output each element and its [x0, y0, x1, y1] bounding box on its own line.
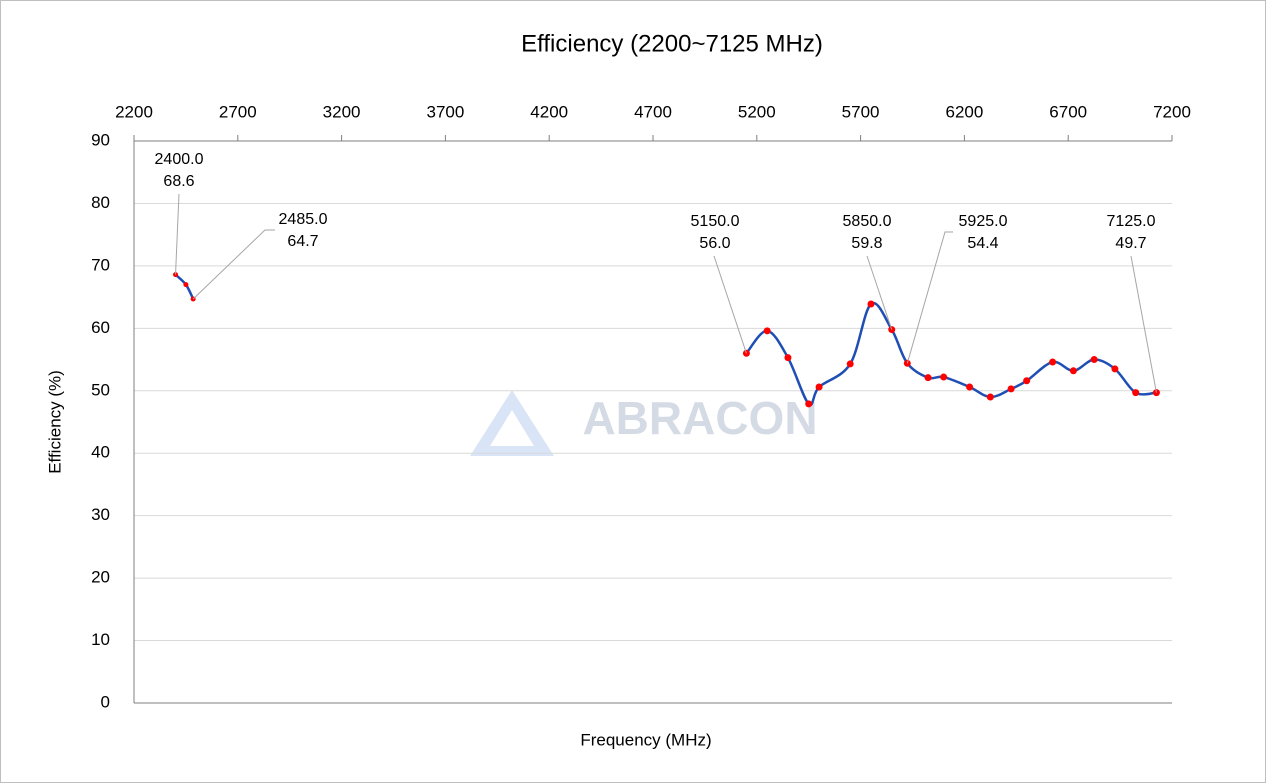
marker [1023, 377, 1031, 385]
x-tick-label: 3200 [323, 102, 361, 121]
data-label-x: 5150.0 [691, 213, 740, 230]
marker [966, 383, 974, 391]
y-tick-label: 50 [91, 380, 110, 399]
data-label-x: 7125.0 [1107, 213, 1156, 230]
marker [986, 393, 994, 401]
y-tick-label: 40 [91, 443, 110, 462]
data-label-x: 5850.0 [843, 213, 892, 230]
x-tick-label: 4200 [530, 102, 568, 121]
x-tick-label: 7200 [1153, 102, 1191, 121]
y-tick-label: 30 [91, 505, 110, 524]
marker [940, 373, 948, 381]
x-axis-title: Frequency (MHz) [580, 730, 711, 749]
data-label-value: 56.0 [699, 235, 730, 252]
y-tick-label: 20 [91, 568, 110, 587]
x-tick-label: 3700 [426, 102, 464, 121]
marker [805, 400, 813, 408]
chart-title: Efficiency (2200~7125 MHz) [521, 30, 823, 57]
y-tick-label: 10 [91, 630, 110, 649]
y-tick-label: 0 [101, 692, 110, 711]
marker [1049, 358, 1057, 366]
x-tick-label: 2700 [219, 102, 257, 121]
y-tick-label: 60 [91, 318, 110, 337]
marker [867, 300, 875, 308]
y-tick-label: 70 [91, 255, 110, 274]
y-axis-title: Efficiency (%) [45, 370, 64, 474]
marker [924, 374, 932, 382]
x-tick-label: 5200 [738, 102, 776, 121]
label-leader [192, 229, 275, 300]
watermark-logo [470, 390, 554, 456]
data-label-value: 68.6 [163, 173, 194, 190]
marker [763, 327, 771, 335]
marker [1007, 385, 1015, 393]
data-label-x: 2400.0 [155, 151, 204, 168]
marker [1090, 356, 1098, 364]
y-tick-label: 80 [91, 193, 110, 212]
x-tick-label: 2200 [115, 102, 153, 121]
label-leader [713, 255, 747, 354]
marker [1111, 365, 1119, 373]
label-leader [866, 255, 893, 330]
data-label-x: 5925.0 [959, 213, 1008, 230]
watermark: ABRACON [582, 392, 817, 444]
data-label-value: 64.7 [287, 233, 318, 250]
label-leader [1130, 255, 1157, 393]
marker [1069, 367, 1077, 375]
data-label-value: 54.4 [967, 235, 998, 252]
marker [846, 360, 854, 368]
x-tick-label: 4700 [634, 102, 672, 121]
data-label-x: 2485.0 [279, 211, 328, 228]
x-tick-label: 6700 [1049, 102, 1087, 121]
data-label-value: 49.7 [1115, 235, 1146, 252]
marker [183, 282, 189, 288]
marker [815, 383, 823, 391]
marker [784, 354, 792, 362]
label-leader [175, 193, 180, 275]
data-label-value: 59.8 [851, 235, 882, 252]
y-tick-label: 90 [91, 130, 110, 149]
x-tick-label: 6200 [945, 102, 983, 121]
x-tick-label: 5700 [842, 102, 880, 121]
label-leader [906, 231, 953, 364]
marker [1132, 389, 1140, 397]
